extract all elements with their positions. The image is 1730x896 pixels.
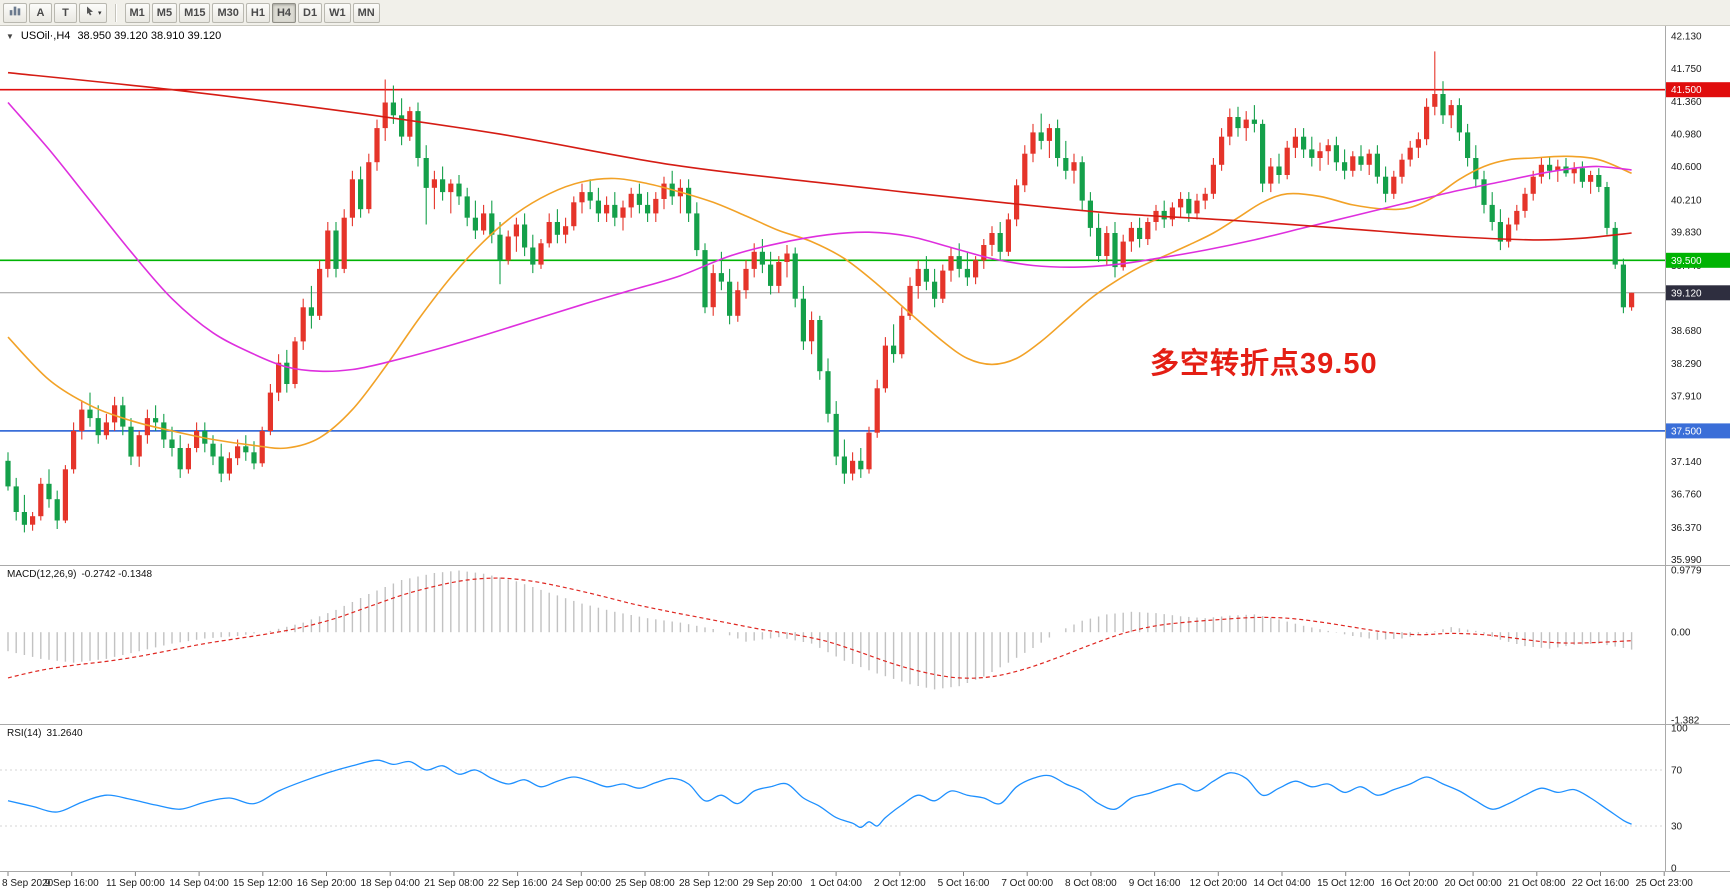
svg-text:41.750: 41.750: [1671, 64, 1702, 75]
svg-text:9 Sep 16:00: 9 Sep 16:00: [45, 878, 99, 889]
svg-text:25 Oct 23:00: 25 Oct 23:00: [1636, 878, 1694, 889]
text-tool-button[interactable]: T: [54, 2, 77, 23]
timeframe-button-H4[interactable]: H4: [271, 2, 297, 23]
svg-text:22 Oct 16:00: 22 Oct 16:00: [1572, 878, 1630, 889]
svg-text:70: 70: [1671, 766, 1683, 777]
svg-text:16 Sep 20:00: 16 Sep 20:00: [297, 878, 357, 889]
macd-values: -0.2742 -0.1348: [81, 569, 153, 580]
svg-text:0.00: 0.00: [1671, 628, 1691, 639]
svg-text:20 Oct 00:00: 20 Oct 00:00: [1444, 878, 1502, 889]
svg-text:100: 100: [1671, 724, 1688, 735]
toolbar-separator: [114, 3, 117, 22]
arrow-tool-button[interactable]: A: [29, 2, 52, 23]
svg-text:16 Oct 20:00: 16 Oct 20:00: [1381, 878, 1439, 889]
svg-text:25 Sep 08:00: 25 Sep 08:00: [615, 878, 675, 889]
svg-text:42.130: 42.130: [1671, 32, 1702, 43]
svg-text:40.980: 40.980: [1671, 130, 1702, 141]
rsi-value: 31.2640: [46, 728, 83, 739]
svg-text:14 Oct 04:00: 14 Oct 04:00: [1253, 878, 1311, 889]
timeframe-button-M5[interactable]: M5: [151, 2, 178, 23]
svg-text:14 Sep 04:00: 14 Sep 04:00: [169, 878, 229, 889]
svg-text:15 Sep 12:00: 15 Sep 12:00: [233, 878, 293, 889]
svg-text:8 Sep 2020: 8 Sep 2020: [2, 878, 54, 889]
svg-text:41.500: 41.500: [1671, 85, 1702, 96]
svg-text:37.500: 37.500: [1671, 426, 1702, 437]
timeframe-button-MN[interactable]: MN: [352, 2, 380, 23]
cursor-tool-button[interactable]: ▾: [79, 2, 107, 23]
chart-area: 42.130 41.750 41.360 40.980 40.600 40.210 39.8…: [0, 26, 1730, 896]
svg-text:39.830: 39.830: [1671, 228, 1702, 239]
svg-text:36.760: 36.760: [1671, 490, 1702, 501]
svg-text:38.290: 38.290: [1671, 359, 1702, 370]
svg-text:30: 30: [1671, 822, 1683, 833]
svg-text:36.370: 36.370: [1671, 523, 1702, 534]
svg-text:28 Sep 12:00: 28 Sep 12:00: [679, 878, 739, 889]
bar-chart-icon: [8, 4, 22, 21]
svg-text:39.120: 39.120: [1671, 288, 1702, 299]
svg-text:37.910: 37.910: [1671, 392, 1702, 403]
moving-averages: [7, 71, 1632, 450]
symbol-dropdown-icon[interactable]: ▼: [6, 31, 14, 41]
candles-layer: [5, 51, 1635, 533]
svg-text:5 Oct 16:00: 5 Oct 16:00: [938, 878, 990, 889]
timeframe-group: M1 M5 M15 M30 H1 H4 D1 W1 MN: [124, 2, 380, 23]
price-axis: 42.130 41.750 41.360 40.980 40.600 40.210 39.8…: [1671, 32, 1702, 567]
svg-text:22 Sep 16:00: 22 Sep 16:00: [488, 878, 548, 889]
svg-text:2 Oct 12:00: 2 Oct 12:00: [874, 878, 926, 889]
svg-text:37.140: 37.140: [1671, 457, 1702, 468]
svg-text:-1.382: -1.382: [1671, 716, 1700, 727]
timeframe-button-M1[interactable]: M1: [124, 2, 150, 23]
macd-panel: 0.9779 0.00 -1.382: [7, 566, 1702, 727]
svg-text:40.210: 40.210: [1671, 195, 1702, 206]
svg-text:38.680: 38.680: [1671, 326, 1702, 337]
cursor-icon: [84, 5, 96, 20]
ohlc-values: 38.950 39.120 38.910 39.120: [77, 30, 222, 42]
svg-text:0: 0: [1671, 864, 1677, 875]
svg-text:8 Oct 08:00: 8 Oct 08:00: [1065, 878, 1117, 889]
svg-text:0.9779: 0.9779: [1671, 566, 1702, 577]
svg-text:21 Sep 08:00: 21 Sep 08:00: [424, 878, 484, 889]
macd-name: MACD(12,26,9): [7, 569, 77, 580]
chart-annotation: 多空转折点39.50: [1150, 348, 1378, 380]
chevron-down-icon: ▾: [98, 9, 102, 17]
svg-text:12 Oct 20:00: 12 Oct 20:00: [1190, 878, 1248, 889]
svg-text:41.360: 41.360: [1671, 97, 1702, 108]
svg-text:21 Oct 08:00: 21 Oct 08:00: [1508, 878, 1566, 889]
rsi-panel: 100 70 30 0: [0, 724, 1688, 875]
macd-label: MACD(12,26,9) -0.2742 -0.1348: [7, 569, 157, 580]
rsi-name: RSI(14): [7, 728, 42, 739]
timeframe-button-H1[interactable]: H1: [245, 2, 270, 23]
horizontal-lines: [0, 88, 1665, 432]
svg-text:7 Oct 00:00: 7 Oct 00:00: [1001, 878, 1053, 889]
svg-text:40.600: 40.600: [1671, 162, 1702, 173]
svg-text:15 Oct 12:00: 15 Oct 12:00: [1317, 878, 1375, 889]
svg-text:24 Sep 00:00: 24 Sep 00:00: [552, 878, 612, 889]
price-badges: 41.500 39.500 37.500 39.120: [1666, 82, 1730, 439]
timeframe-button-M30[interactable]: M30: [212, 2, 244, 23]
svg-text:1 Oct 04:00: 1 Oct 04:00: [810, 878, 862, 889]
symbol-timeframe-label: USOil·,H4: [20, 30, 71, 42]
toolbar: A T ▾ M1 M5 M15 M30 H1 H4 D1 W1 MN: [0, 0, 1730, 26]
chart-title: ▼ USOil·,H4 38.950 39.120 38.910 39.120: [6, 30, 221, 42]
svg-text:18 Sep 04:00: 18 Sep 04:00: [360, 878, 420, 889]
panel-frame: [0, 26, 1730, 872]
rsi-label: RSI(14) 31.2640: [7, 728, 88, 739]
svg-text:11 Sep 00:00: 11 Sep 00:00: [106, 878, 165, 889]
svg-text:29 Sep 20:00: 29 Sep 20:00: [743, 878, 803, 889]
chart-canvas[interactable]: 42.130 41.750 41.360 40.980 40.600 40.210 39.8…: [0, 26, 1730, 896]
svg-text:9 Oct 16:00: 9 Oct 16:00: [1129, 878, 1181, 889]
svg-text:35.990: 35.990: [1671, 555, 1702, 566]
timeframe-button-D1[interactable]: D1: [298, 2, 323, 23]
svg-text:39.500: 39.500: [1671, 256, 1702, 267]
timeframe-button-M15[interactable]: M15: [179, 2, 211, 23]
chart-list-button[interactable]: [3, 2, 27, 23]
timeframe-button-W1[interactable]: W1: [324, 2, 351, 23]
